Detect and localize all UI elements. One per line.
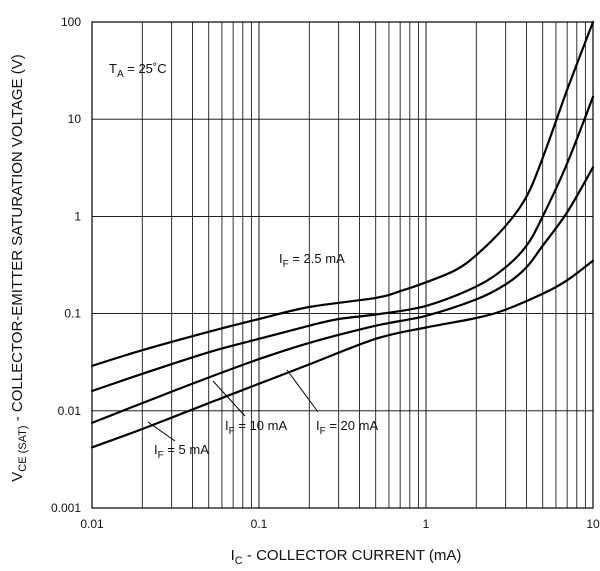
series-leader-if-20ma <box>286 369 319 413</box>
x-tick-label: 1 <box>423 517 430 531</box>
x-axis-title: IC - COLLECTOR CURRENT (mA) <box>231 547 462 567</box>
y-tick-label: 0.1 <box>64 307 81 321</box>
grid-lines <box>91 21 593 509</box>
x-tick-label: 0.1 <box>251 517 268 531</box>
series-line-2 <box>90 166 595 424</box>
series-leader-if-10ma <box>212 380 246 417</box>
y-tick-label: 0.001 <box>51 501 81 515</box>
series-line-3 <box>90 259 595 449</box>
y-tick-labels: 0.001 0.01 0.1 1 10 100 <box>51 15 81 515</box>
y-tick-label: 0.01 <box>58 404 82 418</box>
plot-frame <box>91 21 594 509</box>
y-tick-label: 1 <box>74 209 81 223</box>
series-label-if-5ma: IF = 5 mA <box>154 442 209 461</box>
series-label-if-20ma: IF = 20 mA <box>316 418 378 437</box>
series-line-1 <box>90 95 595 393</box>
y-tick-label: 100 <box>61 15 81 29</box>
y-tick-label: 10 <box>68 112 82 126</box>
x-tick-label: 0.01 <box>80 517 104 531</box>
x-tick-labels: 0.01 0.1 1 10 <box>80 517 600 531</box>
series-label-if-2-5ma: IF = 2.5 mA <box>279 251 345 270</box>
y-axis-title: VCE (SAT) - COLLECTOR-EMITTER SATURATION… <box>9 54 29 481</box>
series-leader-if-5ma <box>147 421 176 442</box>
temperature-annotation: TA = 25˚C <box>109 61 167 80</box>
series-line-0 <box>90 20 595 367</box>
series-curves <box>90 20 595 449</box>
series-label-if-10ma: IF = 10 mA <box>225 418 287 437</box>
x-tick-label: 10 <box>586 517 600 531</box>
